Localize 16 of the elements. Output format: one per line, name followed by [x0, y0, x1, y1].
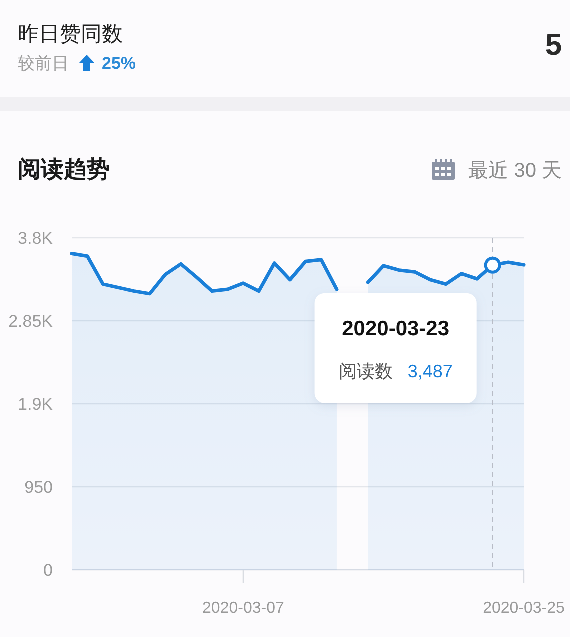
text: 昨日赞同数	[18, 23, 123, 46]
x-tick-label: 2020-03-07	[202, 600, 284, 617]
y-tick-label: 950	[24, 478, 53, 497]
text: 较前日	[18, 54, 69, 73]
x-tick-label: 2020-03-25	[483, 600, 566, 617]
annotation: 2020-03-23	[342, 317, 450, 340]
y-tick-label: 1.9K	[18, 395, 54, 414]
text: 25%	[102, 54, 136, 73]
y-tick-label: 2.85K	[8, 312, 54, 331]
annotation: 3,487	[408, 361, 453, 382]
text: 5	[545, 29, 562, 62]
series-label: 阅读数	[338, 361, 393, 382]
chart-title: 阅读趋势	[18, 156, 110, 182]
y-tick-label: 3.8K	[18, 229, 54, 248]
y-tick-label: 0	[44, 561, 53, 580]
chart-subtitle: 最近 30 天	[468, 160, 562, 182]
